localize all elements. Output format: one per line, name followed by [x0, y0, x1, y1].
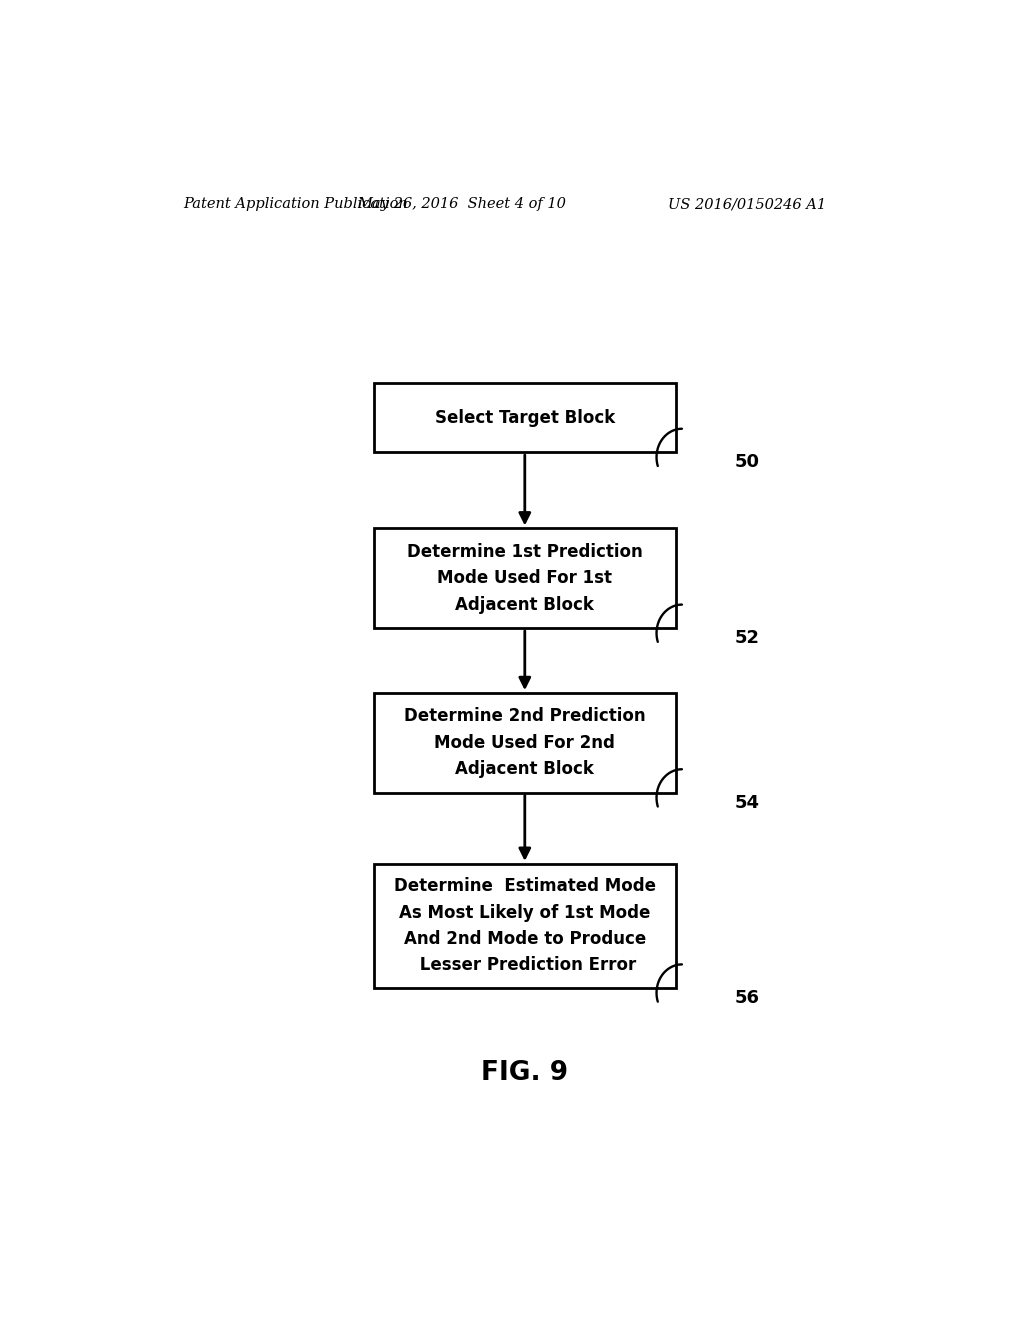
- Text: 56: 56: [735, 989, 760, 1007]
- FancyBboxPatch shape: [374, 863, 676, 987]
- Text: Determine 1st Prediction: Determine 1st Prediction: [407, 543, 643, 561]
- Text: May 26, 2016  Sheet 4 of 10: May 26, 2016 Sheet 4 of 10: [357, 197, 565, 211]
- Text: Mode Used For 2nd: Mode Used For 2nd: [434, 734, 615, 752]
- Text: 54: 54: [735, 793, 760, 812]
- FancyBboxPatch shape: [374, 528, 676, 628]
- Text: Determine  Estimated Mode: Determine Estimated Mode: [394, 878, 655, 895]
- Text: Patent Application Publication: Patent Application Publication: [183, 197, 409, 211]
- Text: Determine 2nd Prediction: Determine 2nd Prediction: [404, 708, 645, 726]
- Text: Adjacent Block: Adjacent Block: [456, 760, 594, 779]
- Text: 52: 52: [735, 630, 760, 647]
- Text: Select Target Block: Select Target Block: [434, 409, 615, 426]
- Text: Lesser Prediction Error: Lesser Prediction Error: [414, 957, 636, 974]
- Text: As Most Likely of 1st Mode: As Most Likely of 1st Mode: [399, 904, 650, 921]
- Text: And 2nd Mode to Produce: And 2nd Mode to Produce: [403, 931, 646, 948]
- Text: Mode Used For 1st: Mode Used For 1st: [437, 569, 612, 587]
- Text: FIG. 9: FIG. 9: [481, 1060, 568, 1086]
- FancyBboxPatch shape: [374, 383, 676, 453]
- Text: Adjacent Block: Adjacent Block: [456, 595, 594, 614]
- Text: 50: 50: [735, 453, 760, 471]
- FancyBboxPatch shape: [374, 693, 676, 792]
- Text: US 2016/0150246 A1: US 2016/0150246 A1: [668, 197, 826, 211]
